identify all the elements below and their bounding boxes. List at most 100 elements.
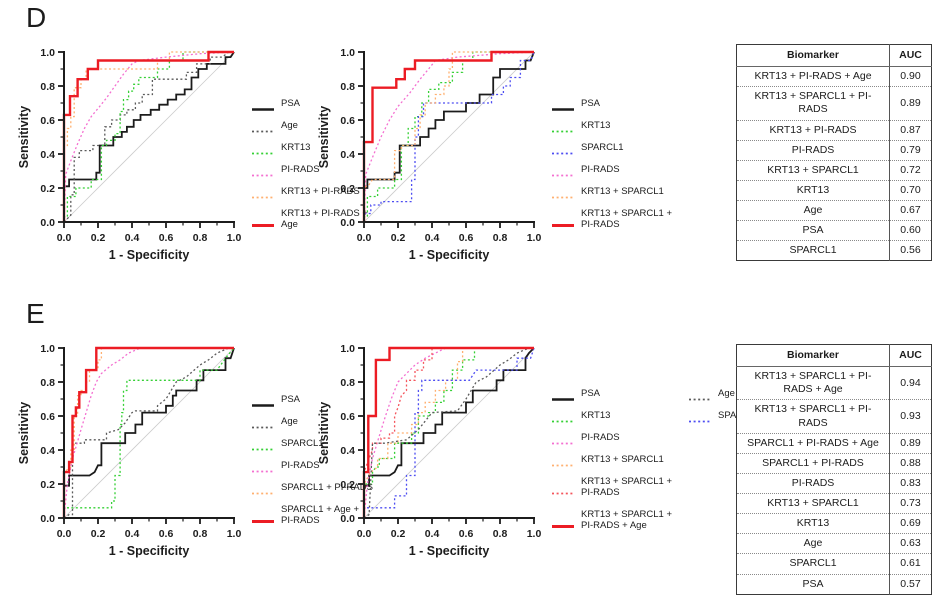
roc-curve-psa bbox=[63, 51, 235, 222]
legend-line-swatch bbox=[552, 456, 574, 467]
y-axis-title: Sensitivity bbox=[317, 402, 331, 465]
x-tick-label: 1.0 bbox=[527, 528, 542, 540]
legend-line-swatch bbox=[552, 412, 574, 423]
y-tick-label: 0.6 bbox=[40, 115, 55, 127]
roc-curve-krt13-sparcl1 bbox=[363, 347, 534, 518]
y-tick-label: 0.2 bbox=[340, 183, 355, 195]
auc-cell: 0.60 bbox=[889, 220, 932, 242]
x-tick-label: 0.8 bbox=[493, 232, 508, 244]
y-tick-label: 0.4 bbox=[40, 149, 55, 161]
roc-curve-krt13-sparcl1 bbox=[363, 51, 534, 222]
x-tick-label: 0.6 bbox=[159, 528, 174, 540]
x-axis-title: 1 - Specificity bbox=[409, 544, 490, 558]
legend-item: PSA bbox=[552, 388, 673, 401]
legend-d-right: PSA KRT13 SPARCL1 PI-RADS KRT13 + SPARCL1 KRT… bbox=[552, 98, 673, 230]
table-row: PSA 0.60 bbox=[736, 220, 932, 242]
table-row: PSA 0.57 bbox=[736, 573, 932, 595]
y-tick-label: 0.6 bbox=[340, 411, 355, 423]
column-header: Biomarker bbox=[736, 343, 890, 368]
legend-line-swatch bbox=[552, 216, 574, 227]
identity-line bbox=[363, 347, 535, 519]
y-tick-label: 0.6 bbox=[40, 411, 55, 423]
roc-curve-age bbox=[363, 347, 534, 519]
roc-curve-psa bbox=[63, 347, 235, 518]
legend-item: SPARCL1 bbox=[552, 142, 673, 155]
legend-item: PSA bbox=[252, 98, 373, 111]
legend-item: KRT13 bbox=[552, 410, 673, 423]
table-row: PI-RADS 0.79 bbox=[736, 139, 932, 161]
table-row: Age 0.63 bbox=[736, 533, 932, 555]
legend-item: PSA bbox=[252, 394, 373, 407]
roc-curve-sparcl1 bbox=[63, 347, 235, 518]
legend-item: Age bbox=[689, 388, 761, 401]
auc-cell: 0.56 bbox=[889, 240, 932, 262]
roc-plot-e-left: 0.00.0 0.2 0.2 0.4 0.4 0.6 0.6 0.8 0.8 1.0 1.0 1 - … bbox=[17, 343, 241, 558]
column-header: AUC bbox=[889, 43, 932, 68]
roc-curve-krt13-sparcl1-pi-rads-age bbox=[362, 346, 534, 518]
legend-label: KRT13 + SPARCL1 + PI-RADS + Age bbox=[581, 509, 673, 531]
table-row: SPARCL1 0.56 bbox=[736, 240, 932, 262]
legend-column: PSA KRT13 SPARCL1 PI-RADS KRT13 + SPARCL1 KRT… bbox=[552, 98, 673, 230]
biomarker-cell: PSA bbox=[736, 220, 890, 242]
legend-label: PSA bbox=[281, 394, 301, 405]
table-row: KRT13 + SPARCL1 0.73 bbox=[736, 492, 932, 515]
roc-plot-d-left: 0.00.0 0.2 0.2 0.4 0.4 0.6 0.6 0.8 0.8 1.0 1.0 1 - … bbox=[17, 47, 241, 262]
legend-label: Age bbox=[718, 388, 735, 399]
legend-line-swatch bbox=[252, 462, 274, 473]
legend-column: PSA Age KRT13 PI-RADS KRT13 + PI-RADS KRT13 +… bbox=[252, 98, 373, 230]
auc-cell: 0.70 bbox=[889, 179, 932, 202]
biomarker-cell: KRT13 + SPARCL1 + PI-RADS bbox=[736, 399, 890, 434]
auc-cell: 0.73 bbox=[889, 492, 932, 515]
table-row: KRT13 0.69 bbox=[736, 513, 932, 535]
y-tick-label: 0.4 bbox=[40, 445, 55, 457]
x-tick-label: 0.8 bbox=[193, 528, 208, 540]
legend-line-swatch bbox=[252, 512, 274, 523]
legend-label: PSA bbox=[281, 98, 301, 109]
legend-label: SPARCL1 bbox=[581, 142, 624, 153]
roc-curve-age bbox=[63, 51, 234, 223]
auc-cell: 0.69 bbox=[889, 513, 932, 535]
biomarker-cell: SPARCL1 bbox=[736, 553, 890, 575]
legend-line-swatch bbox=[552, 390, 574, 401]
y-tick-label: 0.0 bbox=[340, 217, 355, 229]
legend-line-swatch bbox=[552, 144, 574, 155]
biomarker-cell: Age bbox=[736, 533, 890, 555]
biomarker-cell: PI-RADS bbox=[736, 472, 890, 495]
legend-line-swatch bbox=[552, 434, 574, 445]
auc-cell: 0.57 bbox=[889, 573, 932, 595]
legend-line-swatch bbox=[252, 418, 274, 429]
legend-item: KRT13 + SPARCL1 + PI-RADS + Age bbox=[552, 509, 673, 531]
legend-item: Age bbox=[252, 120, 373, 133]
legend-item: PI-RADS bbox=[252, 164, 373, 177]
auc-cell: 0.72 bbox=[889, 159, 932, 181]
roc-curve-age bbox=[63, 347, 234, 519]
roc-curve-krt13-pi-rads bbox=[63, 51, 234, 222]
legend-label: SPARCL1 + Age + PI-RADS bbox=[281, 504, 359, 526]
identity-line bbox=[63, 347, 235, 519]
legend-line-swatch bbox=[552, 100, 574, 111]
legend-d-left: PSA Age KRT13 PI-RADS KRT13 + PI-RADS KRT13 +… bbox=[252, 98, 373, 230]
y-tick-label: 1.0 bbox=[340, 343, 355, 355]
roc-curve-sparcl1 bbox=[363, 51, 535, 222]
x-tick-label: 0.4 bbox=[425, 232, 440, 244]
y-tick-label: 0.4 bbox=[340, 149, 355, 161]
column-header: Biomarker bbox=[736, 43, 890, 68]
table-row: Age 0.67 bbox=[736, 199, 932, 222]
y-axis-title: Sensitivity bbox=[317, 106, 331, 169]
legend-label: SPARCL1 + PI-RADS bbox=[281, 482, 373, 493]
y-tick-label: 0.0 bbox=[340, 513, 355, 525]
y-tick-label: 0.8 bbox=[40, 377, 55, 389]
legend-label: PI-RADS bbox=[281, 164, 320, 175]
legend-item: PSA bbox=[552, 98, 673, 111]
legend-label: PI-RADS bbox=[281, 460, 320, 471]
legend-line-swatch bbox=[552, 166, 574, 177]
table-row: PI-RADS 0.83 bbox=[736, 472, 932, 495]
legend-line-swatch bbox=[252, 396, 274, 407]
legend-label: Age bbox=[281, 416, 298, 427]
legend-item: KRT13 + SPARCL1 + PI-RADS bbox=[552, 476, 673, 498]
x-tick-label: 0.8 bbox=[493, 528, 508, 540]
legend-line-swatch bbox=[552, 122, 574, 133]
legend-line-swatch bbox=[252, 216, 274, 227]
legend-line-swatch bbox=[552, 188, 574, 199]
panel-d: D 0.0 0.0 0.2 0.2 0.4 0.4 0.6 0.6 0.8 0.8 1.0 1.0 1 … bbox=[0, 0, 936, 296]
